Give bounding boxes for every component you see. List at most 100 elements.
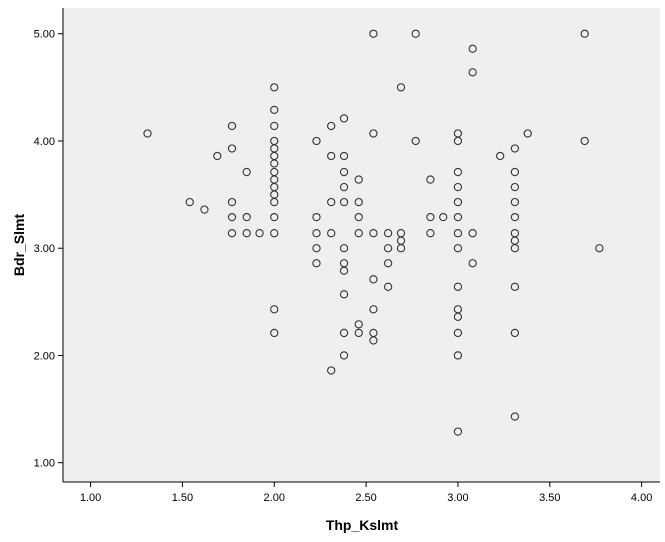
data-point <box>453 197 463 207</box>
data-point <box>339 197 349 207</box>
data-point <box>339 151 349 161</box>
data-point <box>270 159 279 168</box>
data-point <box>339 328 349 338</box>
data-point <box>354 229 363 238</box>
data-point <box>327 229 336 238</box>
data-point <box>270 105 279 115</box>
data-point <box>242 167 251 177</box>
x-tick-label: 3.50 <box>539 492 560 504</box>
data-point <box>270 83 279 92</box>
x-tick-label: 2.50 <box>355 492 376 504</box>
data-point <box>426 175 435 184</box>
data-point <box>339 244 349 253</box>
data-point <box>369 336 378 345</box>
data-points <box>143 29 604 436</box>
data-point <box>339 351 349 360</box>
y-axis-title: Bdr_Slmt <box>11 214 27 277</box>
plot-area <box>63 8 660 482</box>
data-point <box>270 212 279 222</box>
data-point <box>227 197 237 207</box>
data-point <box>185 197 194 207</box>
data-point <box>369 305 378 314</box>
data-point <box>339 167 349 177</box>
data-point <box>510 282 520 291</box>
data-point <box>453 351 463 360</box>
data-point <box>242 212 251 222</box>
data-point <box>354 175 363 184</box>
data-point <box>242 229 251 238</box>
data-point <box>510 328 520 338</box>
data-point <box>453 427 463 436</box>
y-tick-label: 3.00 <box>34 243 55 255</box>
data-point <box>327 121 336 131</box>
data-point <box>453 167 463 177</box>
data-point <box>510 167 520 177</box>
x-axis-title: Thp_Kslmt <box>326 517 399 533</box>
data-point <box>327 366 336 375</box>
data-point <box>270 197 279 207</box>
data-point <box>383 229 393 238</box>
data-point <box>510 212 520 222</box>
data-point <box>354 328 363 338</box>
data-point <box>213 151 222 161</box>
data-point <box>227 121 237 131</box>
data-point <box>312 229 321 238</box>
data-point <box>270 121 279 131</box>
data-point <box>580 136 589 146</box>
data-point <box>453 244 463 253</box>
data-point <box>453 229 463 238</box>
data-point <box>453 136 463 146</box>
x-tick-label: 1.00 <box>80 492 101 504</box>
data-point <box>369 229 378 238</box>
data-point <box>383 244 393 253</box>
data-point <box>396 244 406 253</box>
data-point <box>510 182 520 192</box>
data-point <box>496 151 505 161</box>
data-point <box>411 136 420 146</box>
data-point <box>227 229 237 238</box>
data-point <box>510 244 520 253</box>
data-point <box>255 229 264 238</box>
data-point <box>339 266 349 275</box>
x-tick-label: 2.00 <box>264 492 285 504</box>
data-point <box>339 114 349 123</box>
data-point <box>383 282 393 291</box>
y-tick-label: 1.00 <box>34 458 55 470</box>
data-point <box>312 244 321 253</box>
data-point <box>468 68 477 77</box>
data-point <box>411 29 420 38</box>
data-point <box>453 282 463 291</box>
data-point <box>312 259 321 268</box>
data-point <box>312 212 321 222</box>
data-point <box>369 275 378 284</box>
data-point <box>270 229 279 238</box>
data-point <box>369 129 378 138</box>
data-point <box>354 320 363 329</box>
data-point <box>453 182 463 192</box>
data-point <box>580 29 589 38</box>
data-point <box>312 136 321 146</box>
x-tick-label: 4.00 <box>631 492 652 504</box>
y-axis-ticks: 1.00 2.00 3.00 4.00 5.00 <box>34 29 63 470</box>
data-point <box>339 290 349 299</box>
data-point <box>354 197 363 207</box>
data-point <box>227 212 237 222</box>
data-point <box>523 129 532 138</box>
data-point <box>468 44 477 53</box>
x-tick-label: 1.50 <box>172 492 193 504</box>
data-point <box>396 83 406 92</box>
data-point <box>595 244 604 253</box>
data-point <box>453 328 463 338</box>
data-point <box>354 212 363 222</box>
data-point <box>369 29 378 38</box>
data-point <box>143 129 152 138</box>
data-point <box>426 212 435 222</box>
data-point <box>270 305 279 314</box>
data-point <box>468 229 477 238</box>
data-point <box>510 412 520 421</box>
data-point <box>453 212 463 222</box>
y-tick-label: 2.00 <box>34 350 55 362</box>
data-point <box>200 205 209 214</box>
y-tick-label: 4.00 <box>34 136 55 148</box>
